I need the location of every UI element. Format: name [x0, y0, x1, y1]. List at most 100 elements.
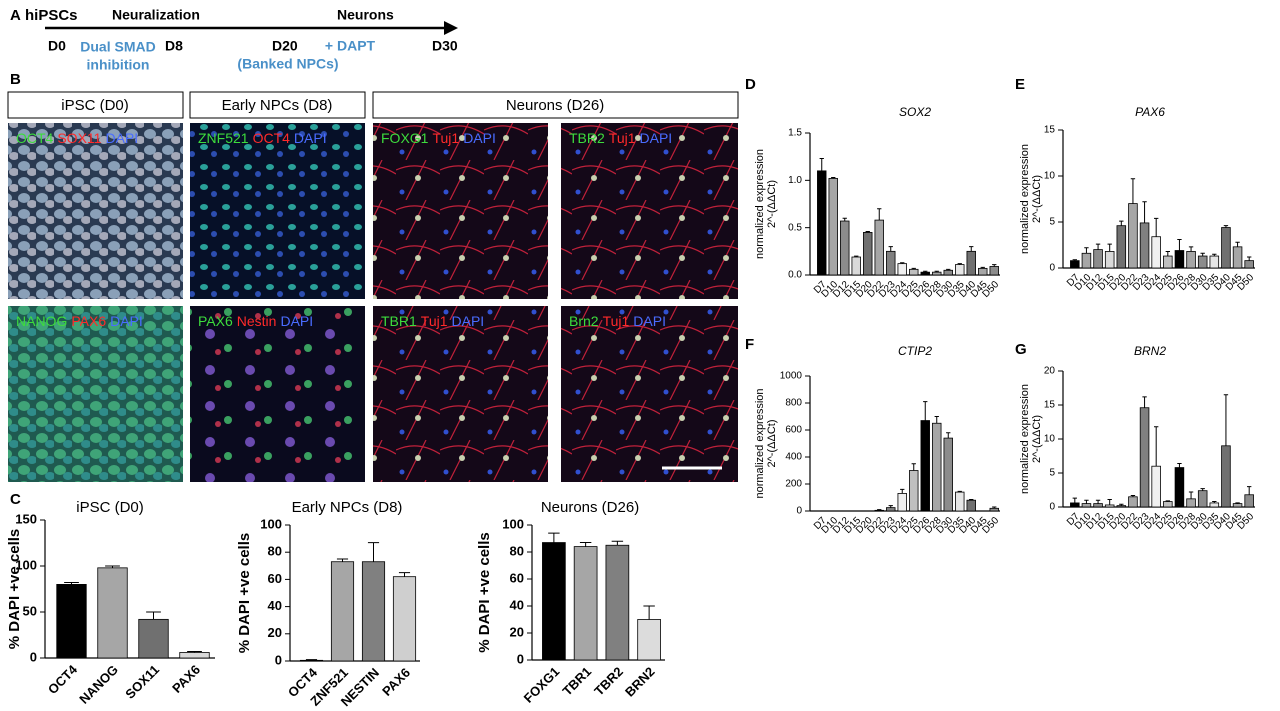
y-tick-label: 20 [268, 625, 282, 640]
bar [1128, 203, 1138, 269]
bar [978, 267, 988, 276]
bar [817, 170, 827, 276]
y-axis-label: % DAPI +ve cells [476, 532, 493, 652]
header-box [372, 91, 739, 119]
y-axis-label: 2^-(ΔΔCt) [1031, 175, 1043, 223]
bar [138, 618, 169, 659]
bar [932, 271, 942, 276]
stain: OCT4 [253, 130, 291, 146]
bar [1139, 407, 1150, 508]
error-bar [1119, 220, 1124, 226]
y-tick-label: 0 [796, 506, 802, 517]
stain: FOXG1 [381, 130, 429, 146]
error-bar [992, 264, 997, 267]
x-tick-label: TBR1 [560, 664, 595, 699]
bar [840, 220, 850, 276]
y-tick-label: 0 [1049, 263, 1055, 274]
bar [542, 542, 566, 661]
error-bar [1107, 499, 1112, 505]
error-bar [105, 565, 120, 568]
error-bar [1084, 499, 1089, 504]
y-axis-label: % DAPI +ve cells [236, 533, 253, 653]
bar [1244, 260, 1254, 269]
panel-label: G [1015, 341, 1027, 358]
bar [1116, 225, 1127, 269]
y-tick-label: 5 [1049, 468, 1055, 479]
bar [966, 499, 976, 512]
y-tick-label: 0 [275, 652, 282, 667]
bar [1232, 503, 1243, 508]
bar [1174, 250, 1185, 269]
y-tick-label: 100 [15, 557, 37, 572]
error-bar [1142, 201, 1147, 223]
stain: Tuj1 [421, 313, 448, 329]
y-tick-label: 0 [517, 651, 524, 666]
error-bar [1165, 500, 1170, 502]
error-bar [146, 611, 161, 620]
bar [874, 219, 884, 276]
error-bar [1119, 503, 1124, 506]
error-bar [946, 432, 951, 439]
bar [943, 269, 953, 276]
error-bar [1154, 217, 1159, 237]
x-tick-label: PAX6 [169, 662, 203, 696]
panel-label: B [10, 71, 21, 88]
chart-title: BRN2 [1134, 344, 1166, 358]
panel-label: D [745, 76, 756, 93]
day-label: D30 [432, 38, 458, 54]
bar [920, 420, 930, 512]
y-axis-label: % DAPI +ve cells [6, 529, 23, 649]
bar [56, 584, 87, 659]
bar [330, 561, 355, 662]
y-axis-label: 2^-(ΔΔCt) [766, 180, 778, 228]
error-bar [934, 416, 939, 424]
y-tick-label: 800 [785, 398, 802, 409]
bar [1209, 502, 1220, 508]
error-bar [398, 572, 411, 577]
y-axis-label: normalized expression [1019, 144, 1031, 254]
stain: Brn2 [569, 313, 599, 329]
bar [989, 266, 999, 276]
bar [897, 263, 907, 276]
error-bar [911, 463, 916, 471]
error-bar [1235, 241, 1240, 247]
error-bar [946, 268, 951, 271]
day-label: D20 [272, 38, 298, 54]
bar [1104, 504, 1115, 508]
bar [605, 544, 630, 661]
x-tick-label: TBR2 [591, 664, 626, 699]
stain-label: OCT4 SOX11 DAPI [16, 130, 138, 146]
error-bar [957, 490, 962, 493]
y-tick-label: 1.5 [788, 128, 802, 139]
bar [1116, 505, 1127, 508]
bar [1104, 251, 1115, 269]
error-bar [980, 266, 985, 269]
error-bar [877, 509, 882, 511]
error-bar [1247, 256, 1252, 261]
error-bar [1223, 225, 1229, 228]
x-tick-label: BRN2 [622, 664, 658, 700]
bar [1163, 501, 1173, 508]
bar [1081, 252, 1092, 269]
stain: DAPI [105, 130, 138, 146]
stain-label: TBR1 Tuj1 DAPI [381, 313, 484, 329]
bar [1070, 502, 1080, 508]
stain-label: Brn2 Tuj1 DAPI [569, 313, 666, 329]
error-bar [305, 659, 318, 661]
panel-label: F [745, 336, 754, 353]
y-tick-label: 1.0 [788, 175, 802, 186]
bar [955, 491, 965, 512]
chart-title: Neurons (D26) [541, 499, 639, 516]
y-tick-label: 10 [1044, 434, 1056, 445]
stain: Nestin [237, 313, 277, 329]
y-tick-label: 400 [785, 452, 802, 463]
stage-label: Neuralization [112, 7, 200, 23]
panel-label: A [10, 7, 21, 24]
error-bar [579, 542, 592, 547]
error-bar [611, 540, 624, 546]
header: Neurons (D26) [506, 97, 604, 114]
micrograph [8, 306, 183, 482]
error-bar [1130, 178, 1136, 204]
error-bar [865, 230, 870, 233]
error-bar [831, 176, 836, 179]
